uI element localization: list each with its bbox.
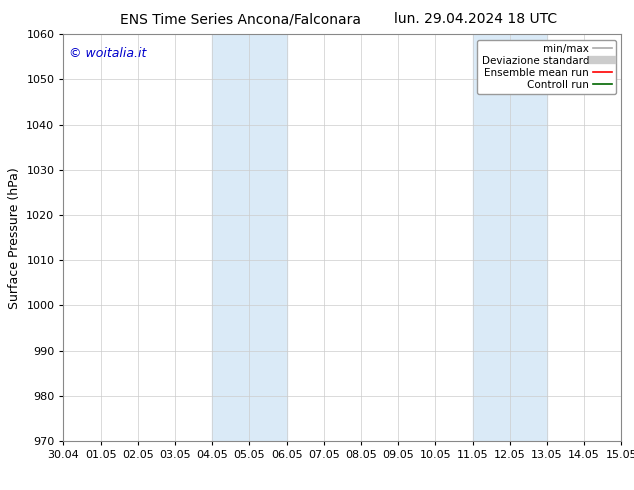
Text: ENS Time Series Ancona/Falconara: ENS Time Series Ancona/Falconara [120,12,361,26]
Y-axis label: Surface Pressure (hPa): Surface Pressure (hPa) [8,167,21,309]
Legend: min/max, Deviazione standard, Ensemble mean run, Controll run: min/max, Deviazione standard, Ensemble m… [477,40,616,94]
Text: lun. 29.04.2024 18 UTC: lun. 29.04.2024 18 UTC [394,12,557,26]
Bar [472,34,547,441]
Bar [212,34,287,441]
Text: © woitalia.it: © woitalia.it [69,47,146,59]
